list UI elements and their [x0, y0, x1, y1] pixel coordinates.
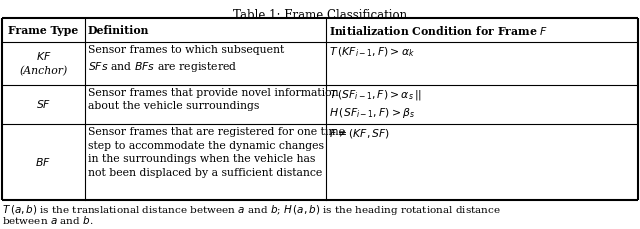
Text: $\mathit{KF}$
(Anchor): $\mathit{KF}$ (Anchor): [19, 50, 67, 77]
Text: $T\,(\mathit{KF}_{i-1},\mathit{F}) > \alpha_k$: $T\,(\mathit{KF}_{i-1},\mathit{F}) > \al…: [330, 45, 415, 59]
Text: $T\,(a,b)$ is the translational distance between $a$ and $b$; $H\,(a,b)$ is the : $T\,(a,b)$ is the translational distance…: [2, 203, 501, 217]
Text: Table 1: Frame Classification: Table 1: Frame Classification: [233, 9, 407, 22]
Text: $\mathit{SF}$: $\mathit{SF}$: [36, 98, 51, 110]
Text: $T\,(\mathit{SF}_{i-1},\mathit{F}) > \alpha_s\,||$
$H\,(\mathit{SF}_{i-1},\mathi: $T\,(\mathit{SF}_{i-1},\mathit{F}) > \al…: [330, 88, 422, 120]
Text: Definition: Definition: [88, 25, 149, 36]
Text: $\mathit{BF}$: $\mathit{BF}$: [35, 156, 51, 168]
Text: $\mathit{F} \neq (\mathit{KF},\mathit{SF})$: $\mathit{F} \neq (\mathit{KF},\mathit{SF…: [330, 127, 390, 140]
Text: Initialization Condition for Frame $\mathit{F}$: Initialization Condition for Frame $\mat…: [330, 24, 548, 37]
Text: Sensor frames that are registered for one time
step to accommodate the dynamic c: Sensor frames that are registered for on…: [88, 127, 345, 178]
Text: Frame Type: Frame Type: [8, 25, 79, 36]
Text: Sensor frames to which subsequent
$\mathit{SFs}$ and $\mathit{BFs}$ are register: Sensor frames to which subsequent $\math…: [88, 45, 284, 74]
Text: between $a$ and $b$.: between $a$ and $b$.: [2, 214, 93, 226]
Text: Sensor frames that provide novel information
about the vehicle surroundings: Sensor frames that provide novel informa…: [88, 88, 339, 111]
